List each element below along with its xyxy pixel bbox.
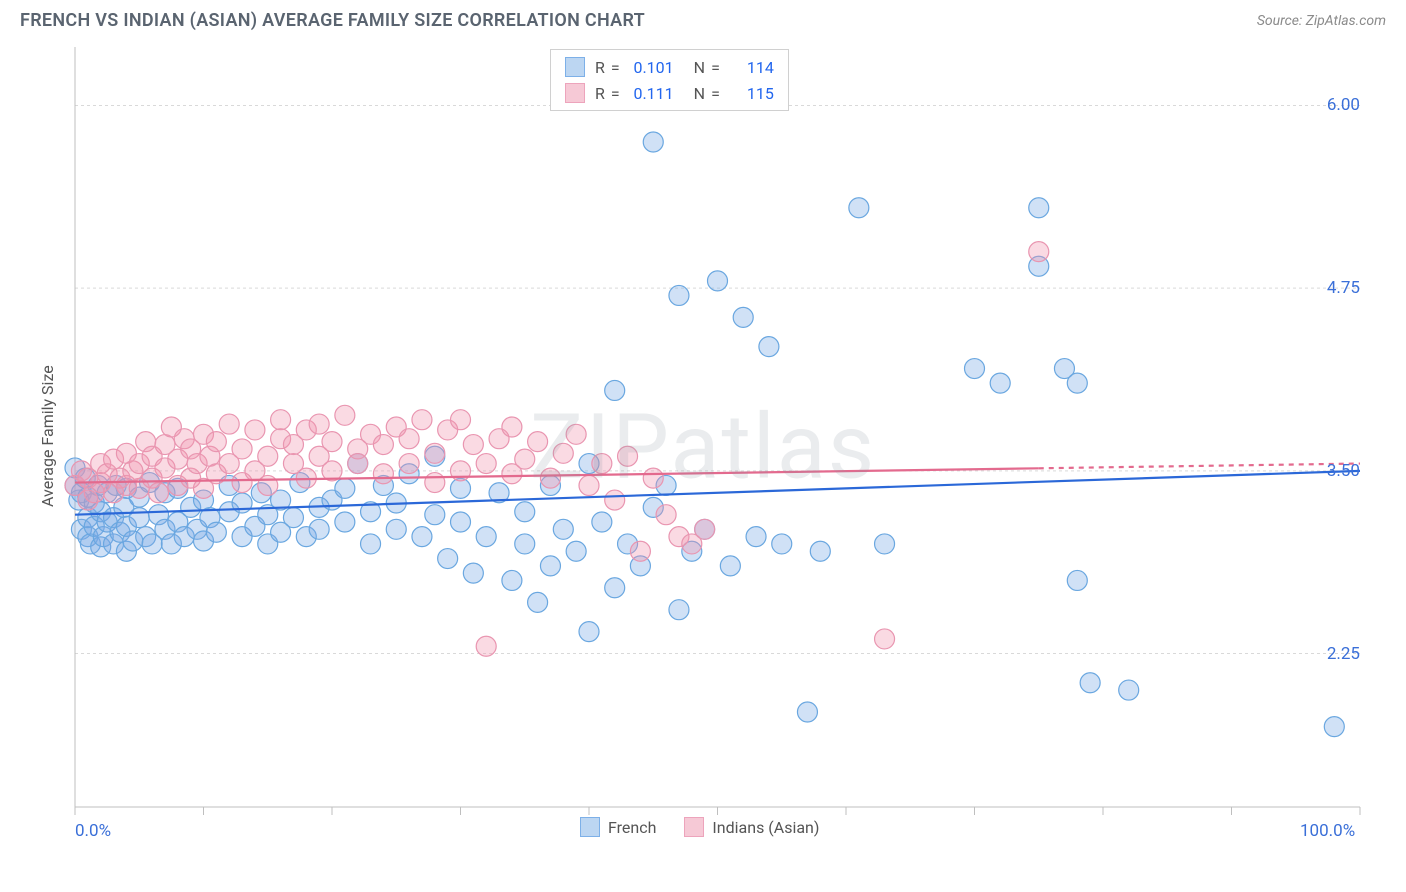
y-axis-label: Average Family Size <box>38 365 57 507</box>
bottom-legend: French Indians (Asian) <box>580 817 819 837</box>
scatter-chart-svg <box>20 37 1386 857</box>
chart-title: FRENCH VS INDIAN (ASIAN) AVERAGE FAMILY … <box>20 10 645 31</box>
stat-label-n: N <box>694 58 705 77</box>
stat-n-french: 114 <box>726 58 774 77</box>
swatch-indian <box>565 83 585 103</box>
swatch-indian <box>684 817 704 837</box>
stat-label-n: N <box>694 84 705 103</box>
y-tick-label: 2.25 <box>1310 644 1360 664</box>
swatch-french <box>565 57 585 77</box>
stats-row-indian: R = 0.111 N = 115 <box>551 80 788 106</box>
legend-label-french: French <box>608 818 656 837</box>
stat-label-r: R <box>595 84 605 103</box>
stat-label-r: R <box>595 58 605 77</box>
source-label: Source: ZipAtlas.com <box>1257 13 1386 29</box>
y-tick-label: 6.00 <box>1310 95 1360 115</box>
swatch-french <box>580 817 600 837</box>
stats-legend-box: R = 0.101 N = 114 R = 0.111 N = 115 <box>550 49 789 111</box>
x-tick-label: 100.0% <box>1300 821 1355 841</box>
legend-item-indian: Indians (Asian) <box>684 817 819 837</box>
legend-item-french: French <box>580 817 656 837</box>
legend-label-indian: Indians (Asian) <box>712 818 819 837</box>
chart-area: ZIPatlas R = 0.101 N = 114 R = 0.111 N =… <box>20 37 1386 857</box>
stat-r-french: 0.101 <box>626 58 674 77</box>
y-tick-label: 4.75 <box>1310 278 1360 298</box>
y-tick-label: 3.50 <box>1310 461 1360 481</box>
x-tick-label: 0.0% <box>75 821 111 841</box>
stat-n-indian: 115 <box>726 84 774 103</box>
stats-row-french: R = 0.101 N = 114 <box>551 54 788 80</box>
stat-r-indian: 0.111 <box>626 84 674 103</box>
